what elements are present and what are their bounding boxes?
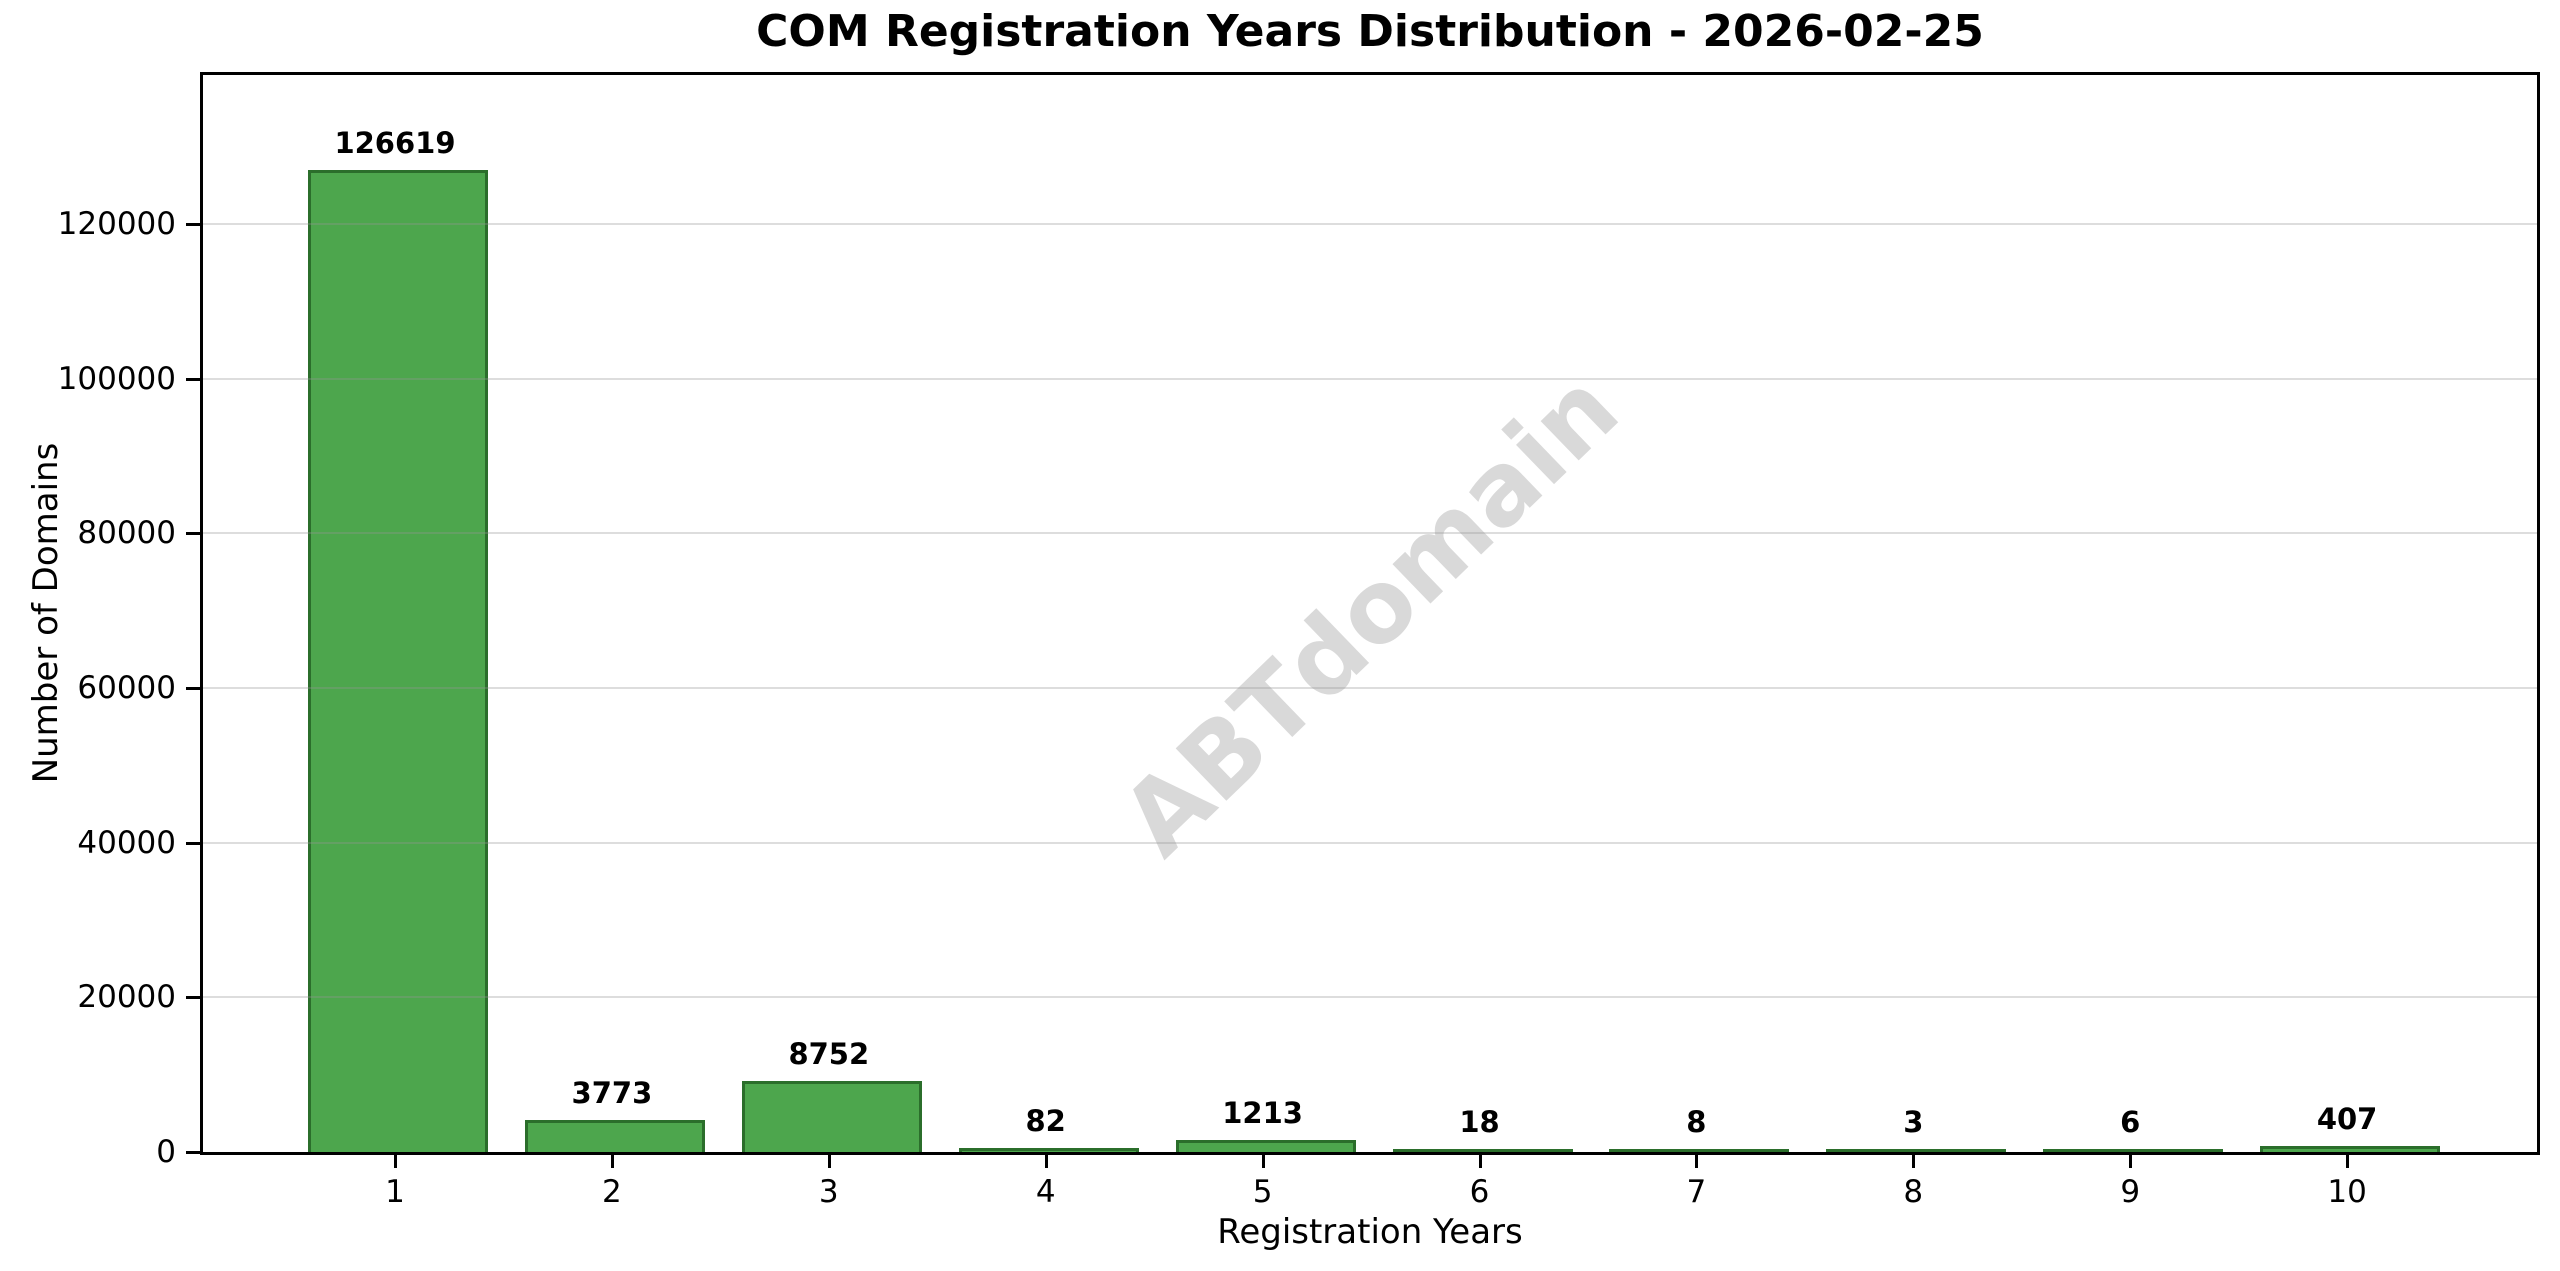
x-tick-mark bbox=[827, 1155, 831, 1168]
y-tick-mark bbox=[186, 841, 200, 845]
plot-inner: ABTdomain 126619 3773 8752 82 1213 18 8 3 6 407 bbox=[203, 75, 2537, 1152]
y-tick-mark bbox=[186, 532, 200, 536]
y-tick-label: 120000 bbox=[57, 206, 176, 243]
x-tick-mark bbox=[2129, 1155, 2133, 1168]
bar-value-label-year-6: 18 bbox=[1459, 1104, 1500, 1139]
bar-year-5 bbox=[1175, 1139, 1356, 1152]
y-axis-label: Number of Domains bbox=[26, 442, 66, 784]
y-gridline bbox=[203, 841, 2537, 844]
x-tick-label-9: 9 bbox=[2120, 1174, 2141, 1210]
x-tick-mark bbox=[394, 1155, 397, 1168]
bar-year-10 bbox=[2260, 1145, 2441, 1152]
bar-value-label-year-4: 82 bbox=[1025, 1104, 1066, 1139]
x-tick-mark bbox=[2346, 1155, 2350, 1168]
bar-value-label-year-9: 6 bbox=[2120, 1104, 2141, 1139]
y-gridline bbox=[203, 532, 2537, 535]
y-gridline bbox=[203, 687, 2537, 690]
y-tick-label: 20000 bbox=[77, 979, 176, 1016]
x-tick-label-8: 8 bbox=[1903, 1174, 1924, 1210]
bar-year-7 bbox=[1609, 1148, 1790, 1152]
x-tick-mark bbox=[610, 1155, 614, 1168]
bar-year-8 bbox=[1826, 1148, 2007, 1152]
x-tick-mark bbox=[1912, 1155, 1916, 1168]
y-tick-label: 40000 bbox=[77, 824, 176, 861]
y-tick-mark bbox=[186, 377, 200, 381]
x-tick-mark bbox=[1695, 1155, 1699, 1168]
x-tick-mark bbox=[1478, 1155, 1482, 1168]
x-tick-label-2: 2 bbox=[602, 1174, 622, 1210]
y-tick-label: 100000 bbox=[57, 360, 176, 397]
plot-area: ABTdomain 126619 3773 8752 82 1213 18 8 3 6 407 bbox=[200, 72, 2540, 1155]
bar-year-6 bbox=[1392, 1148, 1573, 1152]
y-gridline bbox=[203, 223, 2537, 226]
y-tick-label: 0 bbox=[156, 1134, 176, 1170]
bar-value-label-year-2: 3773 bbox=[571, 1075, 653, 1110]
x-tick-label-5: 5 bbox=[1252, 1174, 1273, 1210]
bar-year-2 bbox=[524, 1119, 705, 1152]
y-gridline bbox=[203, 377, 2537, 380]
bar-value-label-year-5: 1213 bbox=[1222, 1095, 1303, 1130]
y-tick-label: 60000 bbox=[77, 670, 176, 707]
x-tick-mark bbox=[1261, 1155, 1265, 1168]
x-axis-label: Registration Years bbox=[1217, 1212, 1523, 1252]
bar-value-label-year-3: 8752 bbox=[788, 1037, 870, 1072]
bar-value-label-year-8: 3 bbox=[1903, 1104, 1924, 1139]
bar-year-9 bbox=[2043, 1148, 2224, 1152]
x-tick-label-1: 1 bbox=[385, 1174, 405, 1210]
y-tick-mark bbox=[186, 996, 200, 1000]
bar-value-label-year-1: 126619 bbox=[334, 125, 456, 160]
chart-title: COM Registration Years Distribution - 20… bbox=[756, 6, 1984, 57]
x-tick-label-6: 6 bbox=[1469, 1174, 1490, 1210]
y-tick-mark bbox=[186, 1151, 200, 1154]
y-tick-mark bbox=[186, 223, 200, 227]
y-tick-label: 80000 bbox=[77, 515, 176, 552]
x-tick-label-3: 3 bbox=[818, 1174, 839, 1210]
bar-value-label-year-7: 8 bbox=[1686, 1104, 1707, 1139]
x-tick-label-4: 4 bbox=[1035, 1174, 1056, 1210]
x-tick-mark bbox=[1044, 1155, 1048, 1168]
bar-year-4 bbox=[958, 1148, 1139, 1152]
bar-year-3 bbox=[741, 1081, 922, 1152]
y-tick-mark bbox=[186, 687, 200, 691]
bar-year-1 bbox=[308, 169, 488, 1152]
x-tick-label-10: 10 bbox=[2327, 1174, 2367, 1210]
y-gridline bbox=[203, 996, 2537, 999]
watermark-text: ABTdomain bbox=[1099, 349, 1641, 878]
bar-value-label-year-10: 407 bbox=[2316, 1101, 2378, 1136]
x-tick-label-7: 7 bbox=[1686, 1174, 1707, 1210]
